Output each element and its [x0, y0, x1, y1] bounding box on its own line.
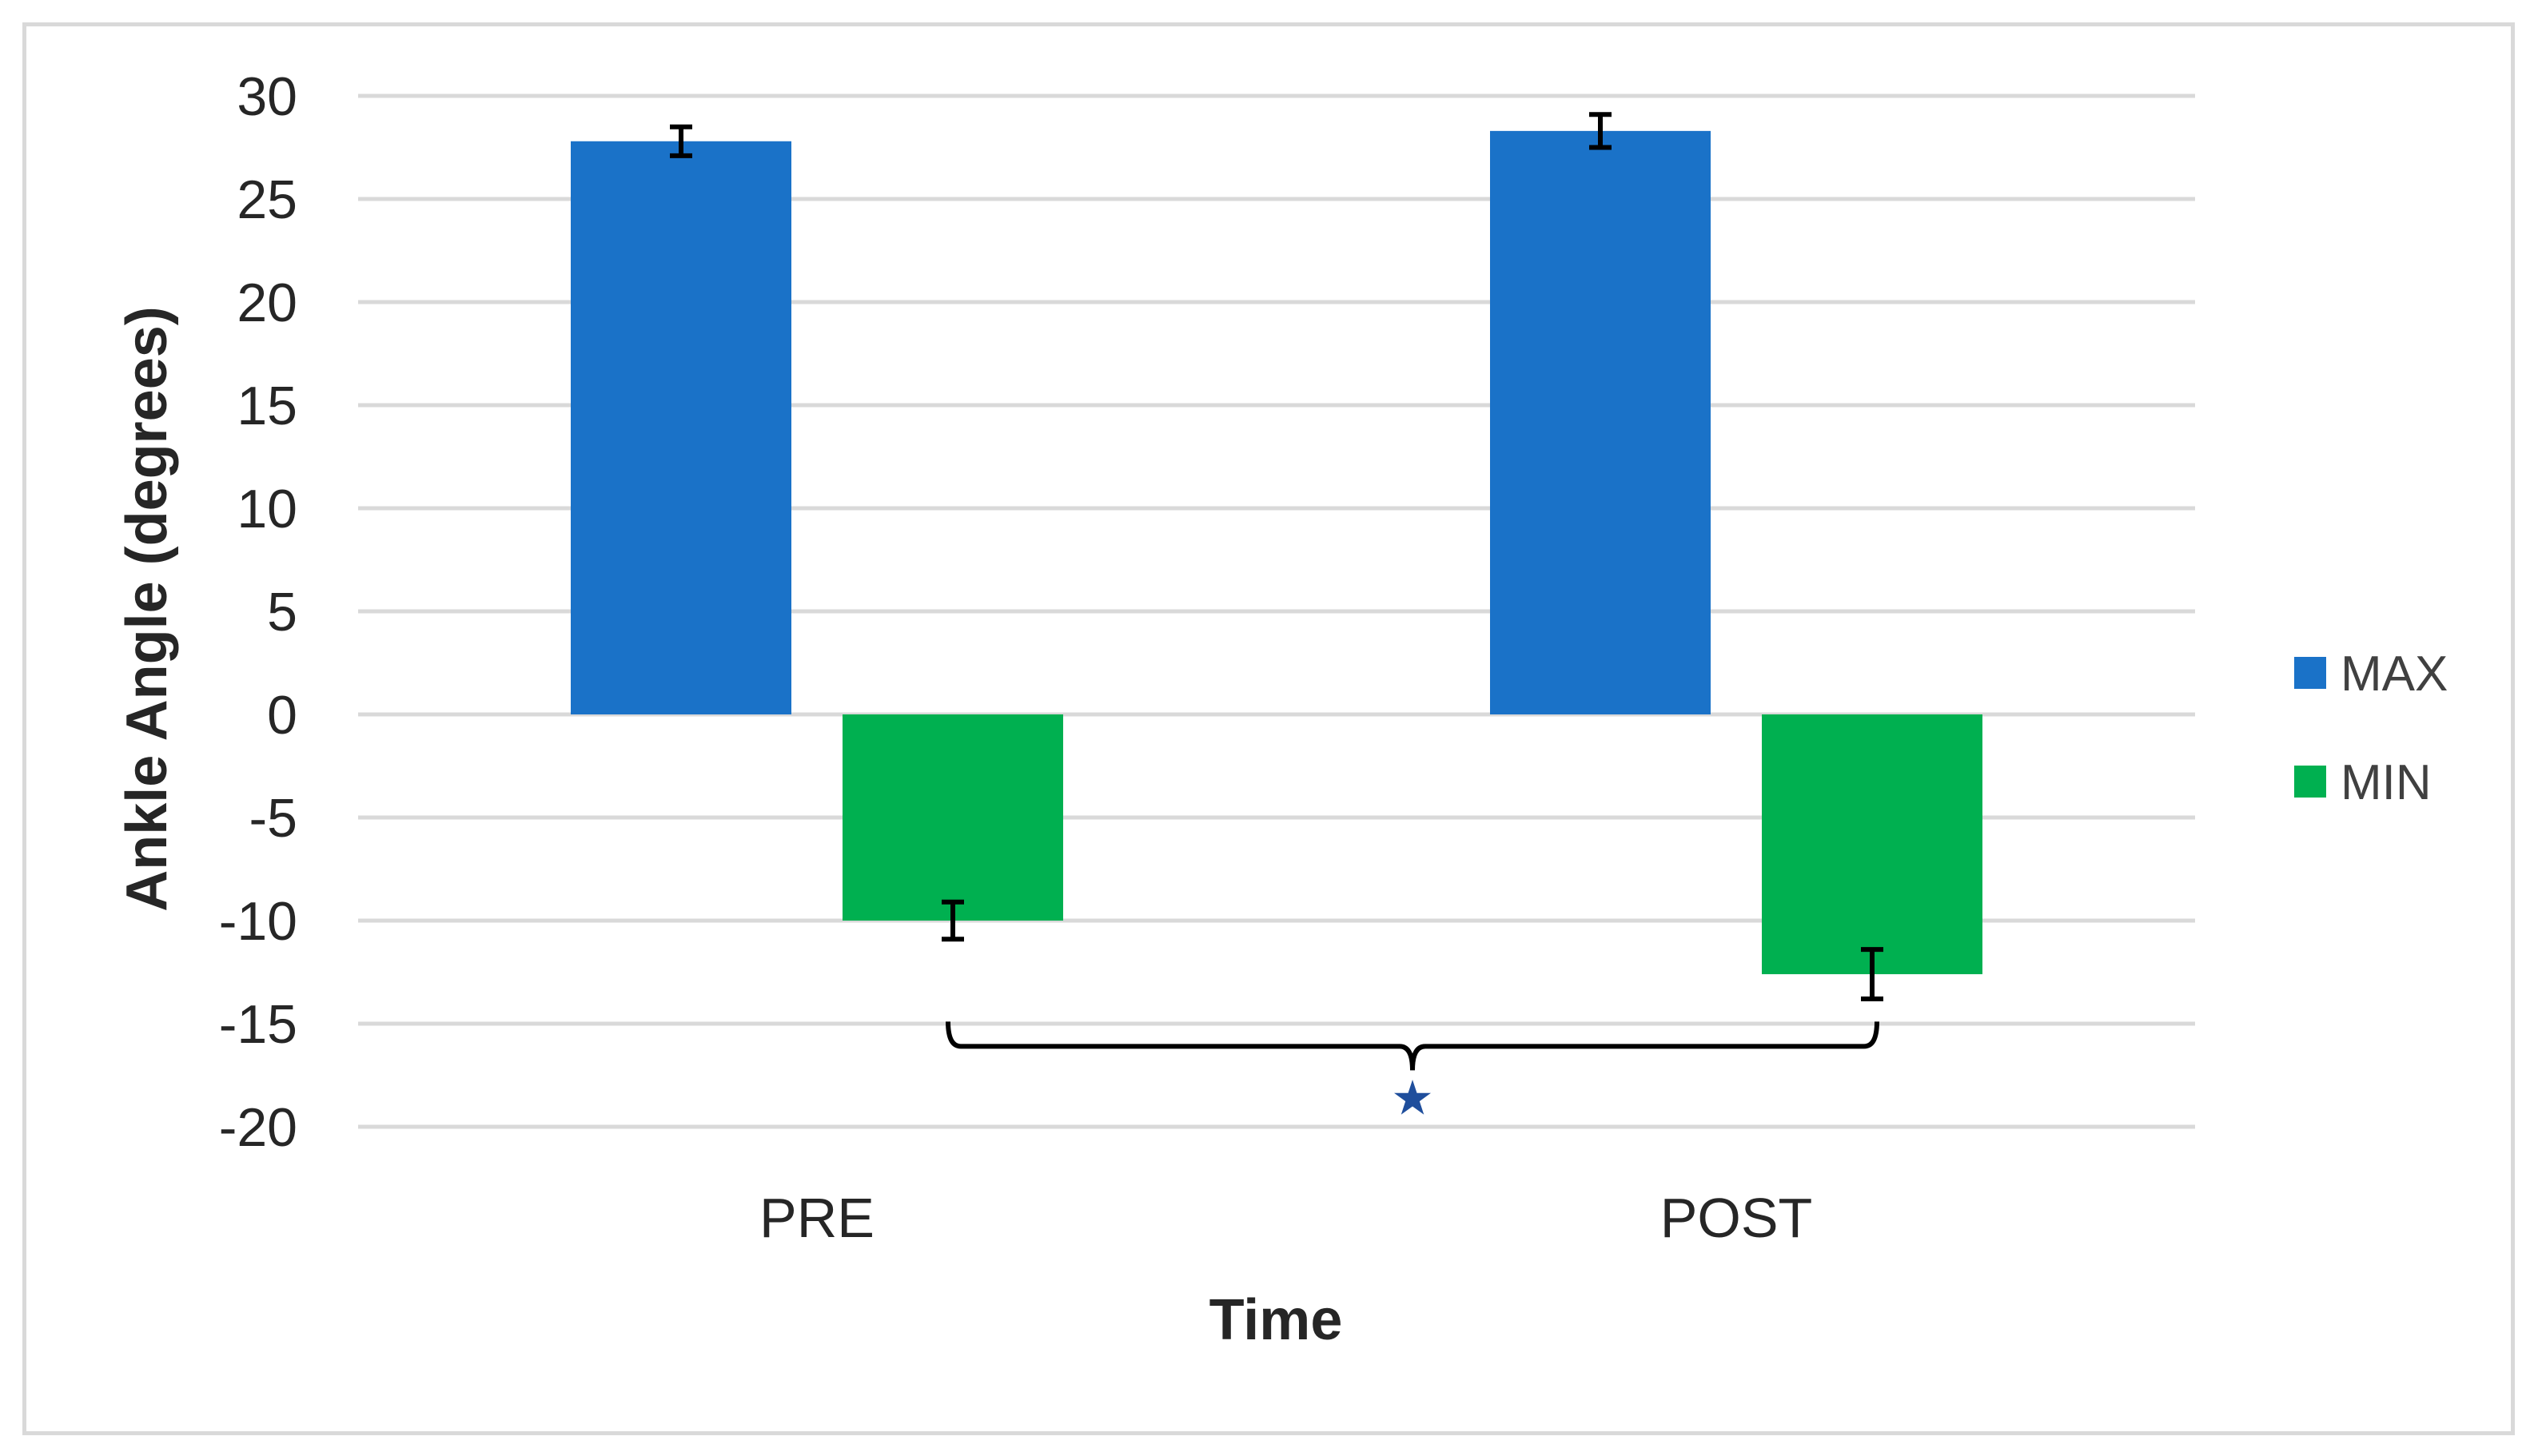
y-tick-label: 0: [267, 685, 297, 746]
y-tick-label: 5: [267, 582, 297, 642]
chart-frame: [22, 22, 2515, 1435]
legend-label-min: MIN: [2341, 755, 2432, 810]
y-tick-label: 15: [237, 376, 297, 436]
legend-swatch-max: [2294, 657, 2326, 689]
error-bar-max-pre: [670, 124, 692, 158]
x-category-label: PRE: [759, 1187, 875, 1249]
y-tick-label: -10: [219, 891, 297, 952]
x-axis-category-labels: PRE POST: [759, 1187, 1812, 1249]
x-category-label: POST: [1660, 1187, 1813, 1249]
y-tick-label: 20: [237, 273, 297, 333]
y-tick-label: 10: [237, 479, 297, 539]
bar-max-pre: [571, 141, 791, 714]
y-tick-label: 30: [237, 66, 297, 127]
significance-star-icon: ★: [1391, 1071, 1434, 1127]
y-tick-label: -15: [219, 994, 297, 1055]
y-tick-label: -20: [219, 1097, 297, 1158]
error-bar-max-post: [1589, 112, 1612, 150]
legend-swatch-min: [2294, 766, 2326, 798]
bars: [571, 130, 1982, 975]
bar-min-pre: [843, 714, 1063, 921]
error-bar-min-pre: [942, 899, 964, 942]
significance-bracket: [946, 1021, 1879, 1071]
y-axis-title: Ankle Angle (degrees): [115, 306, 179, 912]
y-tick-label: -5: [249, 788, 297, 849]
bar-min-post: [1762, 714, 1982, 975]
y-axis-tick-labels: 30 25 20 15 10 5 0 -5 -10 -15 -20: [219, 66, 297, 1158]
legend: MAX MIN: [2294, 646, 2448, 810]
bar-max-post: [1490, 130, 1711, 715]
legend-item-min: MIN: [2294, 755, 2432, 810]
y-tick-label: 25: [237, 169, 297, 230]
error-bars: [670, 112, 1883, 1002]
legend-item-max: MAX: [2294, 646, 2448, 702]
legend-label-max: MAX: [2341, 646, 2448, 702]
x-axis-title: Time: [1209, 1288, 1343, 1352]
significance-annotation: ★: [946, 1021, 1879, 1127]
error-bar-min-post: [1861, 947, 1883, 1002]
